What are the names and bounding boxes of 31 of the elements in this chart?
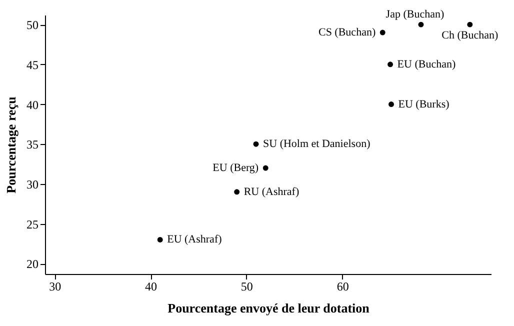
annotation: SU (Holm et Danielson)	[263, 138, 371, 150]
annotation: EU (Buchan)	[397, 58, 456, 70]
x-tick-label: 40	[145, 280, 158, 294]
y-axis-title: Pourcentage reçu	[4, 96, 18, 194]
y-tick-label: 45	[26, 58, 38, 72]
x-tick-label: 60	[336, 280, 349, 294]
point	[380, 30, 386, 36]
point	[467, 22, 473, 28]
annotation: EU (Burks)	[398, 98, 450, 110]
y-tick-label: 20	[26, 257, 38, 272]
annotation: EU (Berg)	[212, 162, 259, 174]
x-axis-title: Pourcentage envoyé de leur dotation	[168, 300, 370, 316]
point	[157, 237, 163, 242]
y-tick-label: 50	[26, 18, 38, 32]
annotation: CS (Buchan)	[318, 26, 376, 39]
y-tick-label: 25	[26, 217, 38, 232]
annotation: Jap (Buchan)	[386, 8, 444, 21]
point	[418, 22, 424, 28]
annotation: EU (Ashraf)	[167, 234, 222, 246]
point	[262, 165, 268, 171]
annotation: RU (Ashraf)	[244, 186, 300, 198]
y-tick-label: 40	[26, 98, 38, 112]
point	[234, 189, 240, 195]
y-tick-label: 35	[26, 138, 38, 152]
point	[388, 62, 394, 68]
point	[388, 102, 394, 107]
x-tick-label: 30	[49, 280, 62, 294]
x-tick-label: 50	[240, 280, 253, 294]
y-tick-label: 30	[26, 177, 38, 192]
point	[253, 141, 259, 147]
annotation: Ch (Buchan)	[442, 30, 498, 42]
